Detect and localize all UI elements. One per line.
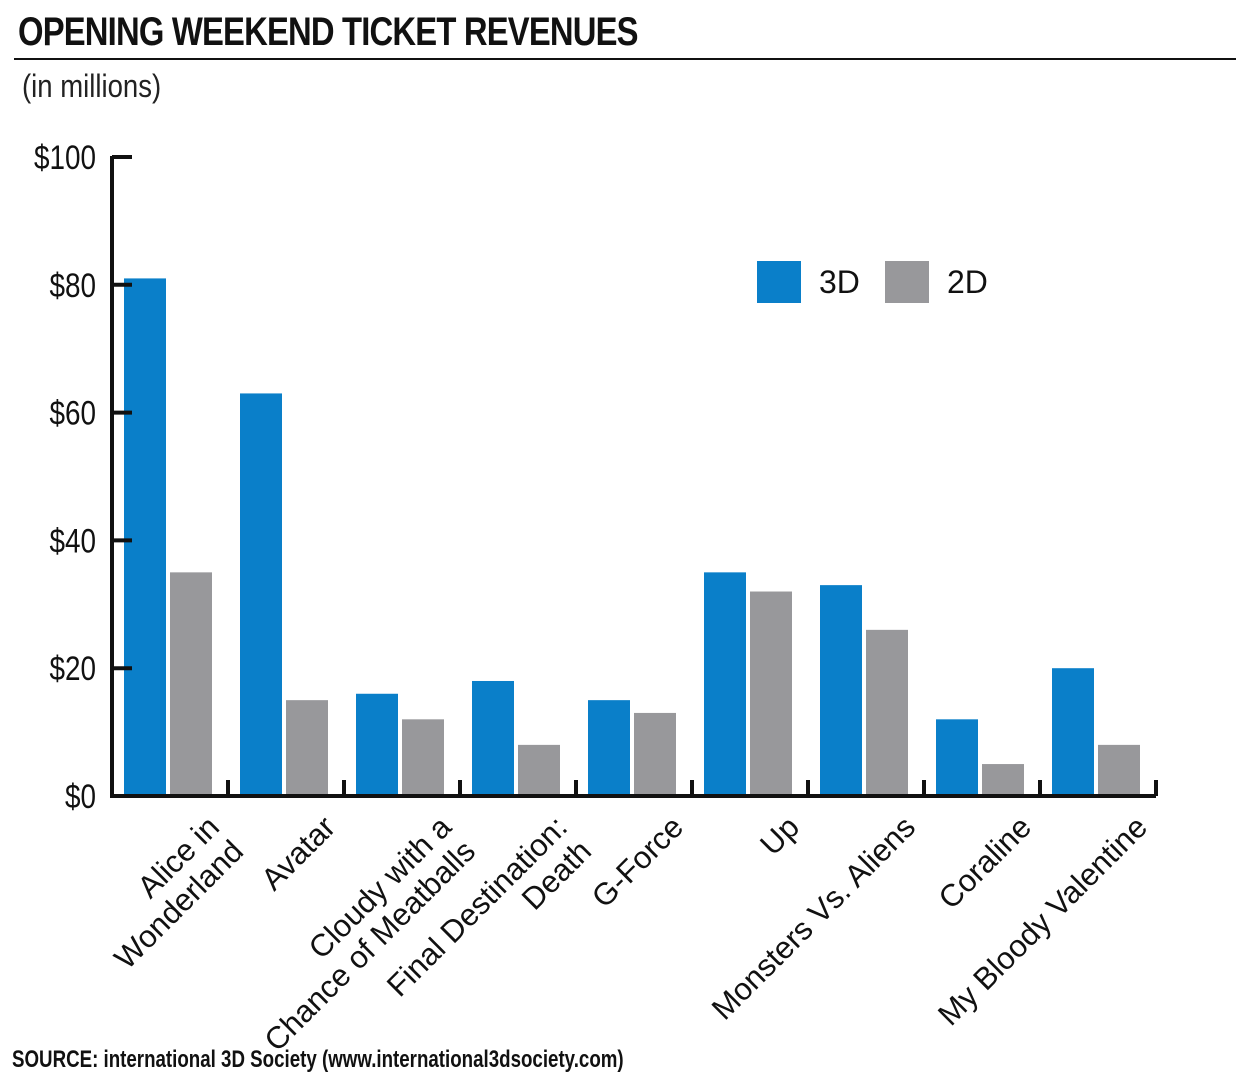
- bar-3d-3: [472, 680, 514, 796]
- category-label-5: Up: [753, 809, 806, 862]
- bar-2d-2: [402, 719, 444, 796]
- chart-subtitle: (in millions): [22, 68, 162, 104]
- legend-label-2d: 2D: [947, 264, 988, 300]
- legend-swatch-2d: [885, 261, 929, 303]
- category-label-line: Coraline: [932, 809, 1038, 915]
- category-label-1: Avatar: [254, 809, 342, 897]
- y-tick-label-20: $20: [50, 650, 97, 688]
- bar-3d-2: [356, 693, 398, 796]
- category-label-4: G-Force: [585, 809, 690, 914]
- bar-2d-5: [750, 591, 792, 796]
- y-tick-label-80: $80: [50, 267, 97, 305]
- category-label-line: Up: [753, 809, 806, 862]
- bar-2d-6: [866, 629, 908, 796]
- bar-2d-1: [286, 700, 328, 796]
- bar-2d-4: [634, 712, 676, 796]
- bar-2d-8: [1098, 744, 1140, 796]
- bar-3d-8: [1052, 668, 1094, 796]
- y-tick-label-100: $100: [34, 139, 96, 177]
- y-tick-label-0: $0: [65, 778, 96, 816]
- category-label-0: Alice inWonderland: [83, 809, 250, 976]
- bar-3d-1: [240, 393, 282, 796]
- legend-swatch-3d: [757, 261, 801, 303]
- category-label-line: Monsters Vs. Aliens: [705, 809, 922, 1026]
- category-label-line: G-Force: [585, 809, 690, 914]
- title-rule: [14, 58, 1236, 60]
- source-note: SOURCE: international 3D Society (www.in…: [12, 1046, 624, 1073]
- bar-3d-0: [124, 278, 166, 796]
- y-tick-label-40: $40: [50, 522, 97, 560]
- bar-2d-0: [170, 572, 212, 796]
- bar-2d-3: [518, 744, 560, 796]
- bar-3d-4: [588, 700, 630, 796]
- category-label-6: Monsters Vs. Aliens: [705, 809, 922, 1026]
- category-label-7: Coraline: [932, 809, 1038, 915]
- category-label-line: Avatar: [254, 809, 342, 897]
- legend-label-3d: 3D: [819, 264, 860, 300]
- bar-3d-6: [820, 585, 862, 796]
- category-label-8: My Bloody Valentine: [931, 809, 1154, 1032]
- category-label-line: My Bloody Valentine: [931, 809, 1154, 1032]
- bar-3d-5: [704, 572, 746, 796]
- bar-2d-7: [982, 764, 1024, 796]
- chart-title: OPENING WEEKEND TICKET REVENUES: [18, 10, 639, 54]
- y-tick-label-60: $60: [50, 395, 97, 433]
- bar-3d-7: [936, 719, 978, 796]
